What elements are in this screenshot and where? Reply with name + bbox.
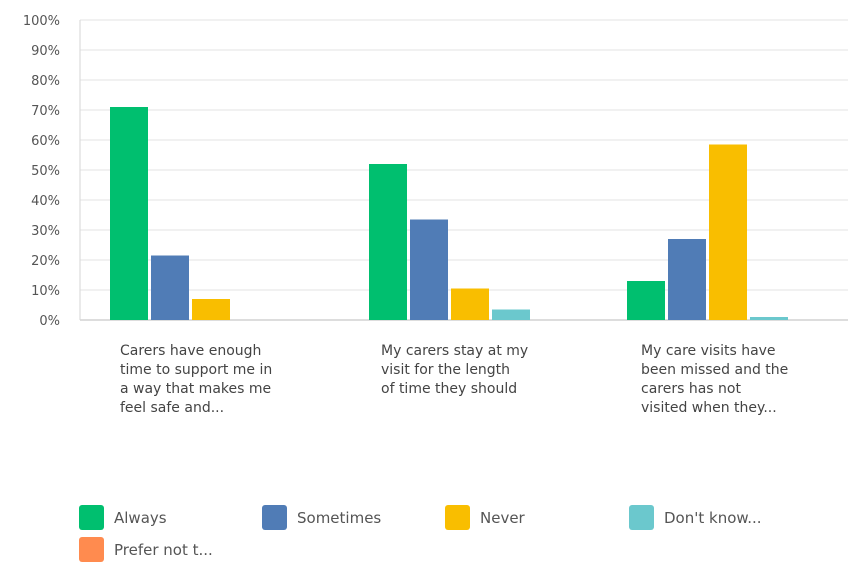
bar-chart: 0% 10% 20% 30% 40% 50% 60% 70% 80% 90% 100% [23, 14, 848, 329]
legend-swatch [79, 505, 104, 530]
bar-don-t-know-1[interactable] [492, 309, 530, 321]
legend-label: Always [114, 508, 167, 527]
legend-item[interactable]: Never [445, 505, 525, 530]
bar-sometimes-2[interactable] [668, 239, 706, 320]
x-category-label-line: carers has not [641, 381, 741, 397]
y-tick-label: 40% [31, 194, 60, 209]
bar-sometimes-1[interactable] [410, 219, 448, 321]
y-tick-label: 20% [31, 254, 60, 269]
bar-don-t-know-2[interactable] [750, 317, 788, 320]
bar-always-2[interactable] [627, 281, 665, 320]
y-tick-label: 70% [31, 104, 60, 119]
legend-item[interactable]: Always [79, 505, 167, 530]
y-tick-label: 10% [31, 284, 60, 299]
x-category-label-line: been missed and the [641, 362, 789, 378]
legend-label: Never [480, 508, 525, 527]
x-category-label-line: My carers stay at my [381, 343, 529, 359]
legend-swatch [445, 505, 470, 530]
legend-item[interactable]: Don't know... [629, 505, 762, 530]
y-tick-label: 90% [31, 44, 60, 59]
y-tick-label: 50% [31, 164, 60, 179]
gridlines [79, 19, 848, 321]
x-category-label-line: a way that makes me [120, 381, 272, 397]
legend-swatch [79, 537, 104, 562]
x-category-label-line: visited when they... [641, 400, 777, 416]
legend-swatch [262, 505, 287, 530]
x-category-label-line: time to support me in [120, 362, 273, 378]
bar-never-0[interactable] [192, 299, 230, 320]
bar-sometimes-0[interactable] [151, 255, 189, 321]
bars [110, 107, 788, 320]
y-tick-label: 100% [23, 14, 60, 29]
bar-never-1[interactable] [451, 288, 489, 321]
x-category-label-line: My care visits have [641, 343, 776, 359]
legend-item[interactable]: Prefer not t... [79, 537, 213, 562]
bar-never-2[interactable] [709, 144, 747, 321]
x-category-label-line: of time they should [381, 381, 518, 397]
x-category-label: My care visits have been missed and the ca… [641, 342, 846, 418]
x-category-label-line: visit for the length [381, 362, 511, 378]
x-category-label-line: Carers have enough [120, 343, 262, 359]
legend-label: Sometimes [297, 508, 382, 527]
x-category-label: My carers stay at my visit for the length… [381, 342, 586, 399]
x-category-label-line: feel safe and... [120, 400, 225, 416]
legend-label: Don't know... [664, 508, 762, 527]
bar-always-1[interactable] [369, 164, 407, 320]
y-tick-label: 80% [31, 74, 60, 89]
legend-label: Prefer not t... [114, 540, 213, 559]
legend-item[interactable]: Sometimes [262, 505, 381, 530]
x-category-label: Carers have enough time to support me in a… [120, 342, 325, 418]
legend-swatch [629, 505, 654, 530]
y-tick-label: 60% [31, 134, 60, 149]
y-tick-label: 30% [31, 224, 60, 239]
y-axis-ticks: 0% 10% 20% 30% 40% 50% 60% 70% 80% 90% 100% [23, 14, 60, 329]
y-tick-label: 0% [39, 314, 60, 329]
bar-always-0[interactable] [110, 107, 148, 320]
